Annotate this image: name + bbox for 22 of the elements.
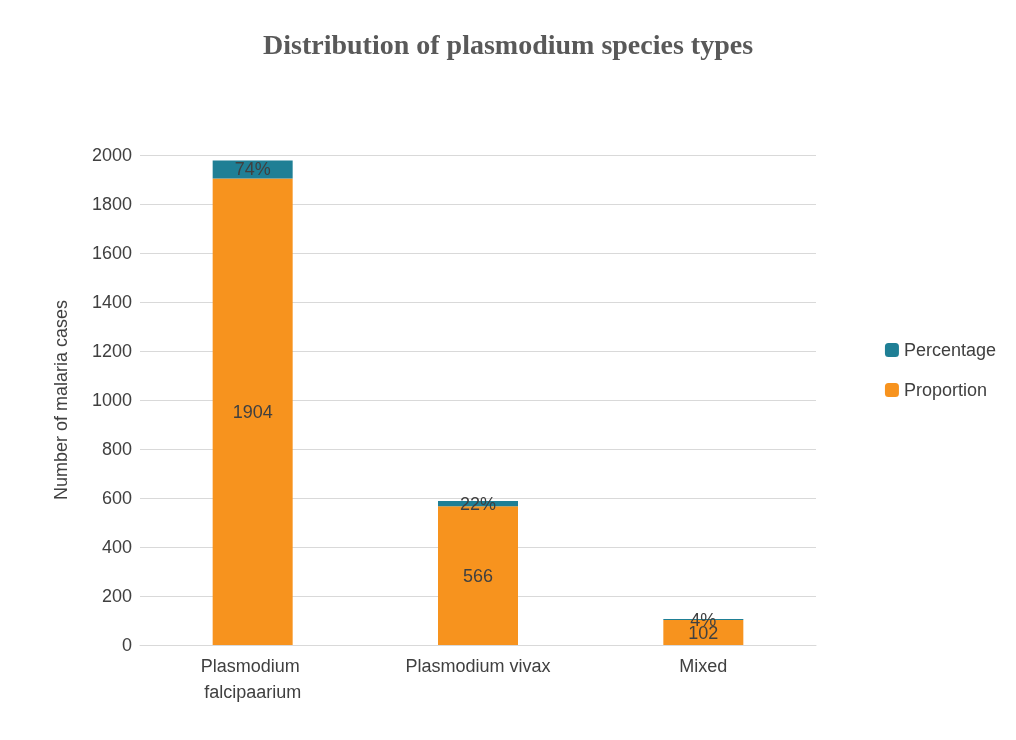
bar — [212, 178, 293, 645]
legend-label: Proportion — [903, 380, 987, 400]
chart-title: Distribution of plasmodium species types — [262, 28, 754, 60]
y-tick-label: 1400 — [91, 292, 132, 312]
y-tick-label: 1800 — [91, 194, 132, 214]
y-tick-label: 400 — [101, 537, 132, 557]
y-axis-title: Number of malaria cases — [51, 299, 71, 501]
x-tick-label: Plasmodium vivax — [405, 656, 551, 676]
data-label: 1904 — [232, 401, 273, 422]
y-tick-label: 200 — [101, 586, 132, 606]
x-tick-label: Mixed — [679, 656, 728, 676]
y-tick-label: 1600 — [91, 243, 132, 263]
y-tick-label: 1200 — [91, 341, 132, 361]
y-tick-label: 600 — [101, 488, 132, 508]
y-tick-label: 0 — [121, 635, 132, 655]
legend-label: Percentage — [903, 340, 997, 360]
x-tick-label: Plasmodium falcipaarium — [200, 656, 305, 702]
data-label: 74% — [234, 159, 271, 180]
y-tick-label: 800 — [101, 439, 132, 459]
y-tick-label: 2000 — [91, 145, 132, 165]
data-label: 566 — [462, 565, 494, 586]
y-tick-label: 1000 — [91, 390, 132, 410]
